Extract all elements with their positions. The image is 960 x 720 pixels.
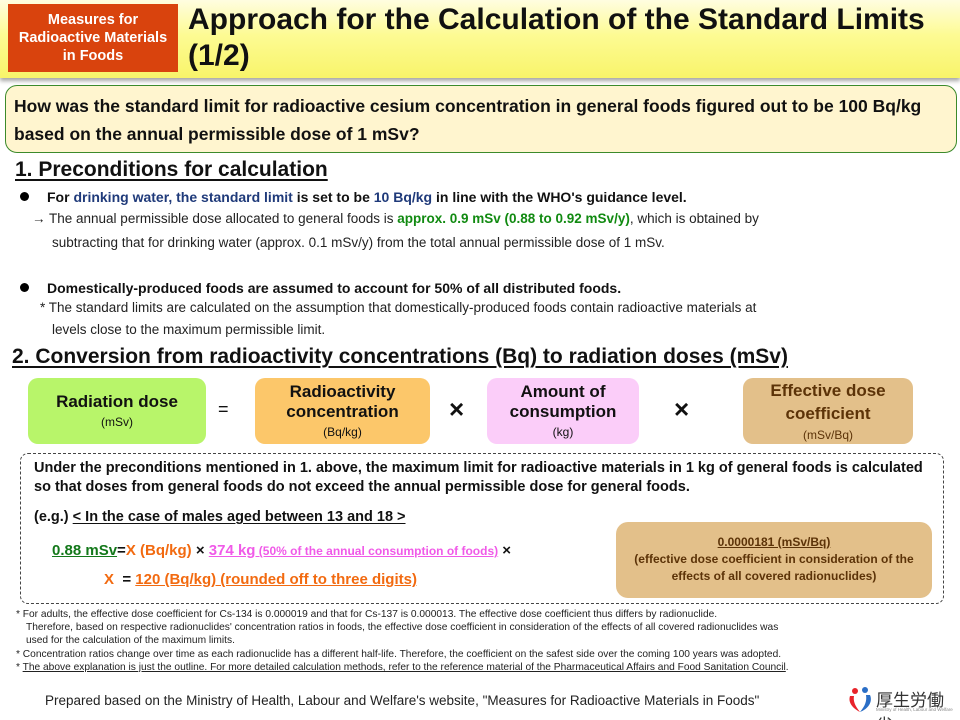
- radioactivity-concentration-box: Radioactivity concentration (Bq/kg): [255, 378, 430, 444]
- category-badge: Measures for Radioactive Materials in Fo…: [8, 4, 178, 72]
- amount-consumption-box: Amount of consumption (kg): [487, 378, 639, 444]
- bullet-domestic-foods: Domestically-produced foods are assumed …: [20, 279, 621, 297]
- ministry-logo-icon: [849, 687, 871, 712]
- multiply-icon: ×: [449, 394, 465, 424]
- source-credit: Prepared based on the Ministry of Health…: [45, 693, 760, 708]
- explanation-text: Under the preconditions mentioned in 1. …: [34, 460, 923, 495]
- arrow-line-2: subtracting that for drinking water (app…: [52, 235, 665, 250]
- page-title: Approach for the Calculation of the Stan…: [188, 3, 925, 72]
- footnotes: * For adults, the effective dose coeffic…: [16, 609, 789, 673]
- ministry-logo: 厚生労働省 Ministry of Health, Labour and Wel…: [846, 686, 958, 720]
- arrow-right-icon: →: [32, 211, 46, 226]
- example-heading: (e.g.) < In the case of males aged betwe…: [34, 509, 406, 525]
- bullet-drinking-water: For drinking water, the standard limit i…: [20, 188, 687, 206]
- formula-line-1: 0.88 mSv=X (Bq/kg) × 374 kg (50% of the …: [52, 542, 512, 559]
- note-line-2: levels close to the maximum permissible …: [52, 322, 326, 337]
- note-line-1: * The standard limits are calculated on …: [40, 300, 757, 315]
- coefficient-value-box: 0.0000181 (mSv/Bq) (effective dose coeff…: [616, 522, 932, 598]
- arrow-line: → The annual permissible dose allocated …: [32, 211, 759, 226]
- section2-title: 2. Conversion from radioactivity concent…: [12, 345, 788, 368]
- section1-title: 1. Preconditions for calculation: [15, 158, 328, 181]
- bullet-dot-icon: [20, 192, 29, 201]
- bullet-dot-icon: [20, 283, 29, 292]
- question-box: How was the standard limit for radioacti…: [5, 85, 957, 153]
- header-banner: Measures for Radioactive Materials in Fo…: [0, 0, 960, 78]
- equals-sign: =: [218, 399, 229, 419]
- formula-line-2: X = 120 (Bq/kg) (rounded off to three di…: [104, 571, 417, 588]
- radiation-dose-box: Radiation dose (mSv): [28, 378, 206, 444]
- multiply-icon: ×: [674, 394, 690, 424]
- effective-dose-coefficient-box: Effective dose coefficient (mSv/Bq): [743, 378, 913, 444]
- example-dashed-box: [20, 453, 944, 604]
